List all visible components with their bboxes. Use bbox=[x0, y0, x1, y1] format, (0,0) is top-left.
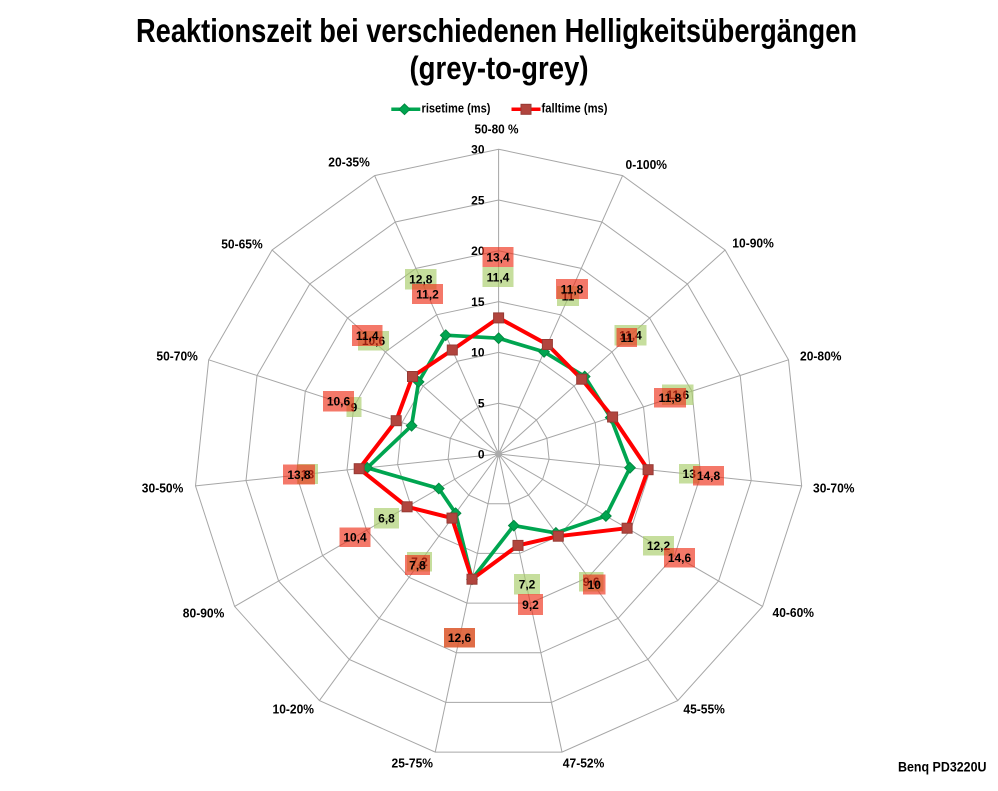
svg-text:10,4: 10,4 bbox=[343, 531, 367, 545]
svg-text:11: 11 bbox=[620, 331, 633, 345]
svg-text:80-90%: 80-90% bbox=[183, 606, 225, 621]
svg-text:10-90%: 10-90% bbox=[732, 235, 774, 250]
svg-text:45-55%: 45-55% bbox=[683, 702, 725, 717]
svg-text:10-20%: 10-20% bbox=[273, 702, 315, 717]
svg-text:6,8: 6,8 bbox=[378, 512, 395, 526]
svg-text:Reaktionszeit bei verschiedene: Reaktionszeit bei verschiedenen Helligke… bbox=[136, 12, 857, 49]
svg-text:10: 10 bbox=[588, 578, 602, 592]
svg-text:30-70%: 30-70% bbox=[813, 481, 855, 496]
svg-text:13,8: 13,8 bbox=[287, 468, 311, 482]
svg-text:15: 15 bbox=[471, 295, 485, 309]
svg-text:10: 10 bbox=[471, 346, 485, 360]
svg-text:9: 9 bbox=[351, 400, 358, 414]
svg-text:50-70%: 50-70% bbox=[156, 349, 198, 364]
svg-text:Benq PD3220U: Benq PD3220U bbox=[898, 760, 987, 775]
svg-text:14,6: 14,6 bbox=[668, 551, 692, 565]
svg-text:47-52%: 47-52% bbox=[563, 756, 605, 771]
svg-text:25-75%: 25-75% bbox=[392, 756, 434, 771]
svg-text:40-60%: 40-60% bbox=[773, 605, 815, 620]
svg-text:20-35%: 20-35% bbox=[328, 155, 370, 170]
svg-text:50-80 %: 50-80 % bbox=[475, 122, 519, 137]
svg-text:12,8: 12,8 bbox=[409, 273, 433, 287]
svg-text:20: 20 bbox=[471, 244, 485, 258]
svg-text:11,4: 11,4 bbox=[356, 329, 379, 343]
svg-text:11,8: 11,8 bbox=[561, 282, 584, 296]
svg-text:(grey-to-grey): (grey-to-grey) bbox=[410, 50, 589, 86]
svg-text:11,8: 11,8 bbox=[659, 391, 682, 405]
svg-text:30-50%: 30-50% bbox=[142, 481, 184, 496]
svg-text:13: 13 bbox=[683, 467, 697, 481]
svg-text:falltime (ms): falltime (ms) bbox=[542, 102, 608, 116]
svg-text:11,4: 11,4 bbox=[487, 270, 510, 284]
svg-text:5: 5 bbox=[478, 397, 485, 411]
svg-text:30: 30 bbox=[471, 143, 485, 157]
svg-text:20-80%: 20-80% bbox=[800, 349, 842, 364]
svg-text:12,6: 12,6 bbox=[448, 631, 472, 645]
svg-text:7,2: 7,2 bbox=[519, 578, 536, 592]
svg-text:25: 25 bbox=[471, 193, 485, 207]
svg-text:13,4: 13,4 bbox=[486, 250, 510, 264]
svg-text:7,8: 7,8 bbox=[409, 558, 426, 572]
svg-text:10,6: 10,6 bbox=[327, 395, 351, 409]
svg-text:9,2: 9,2 bbox=[522, 598, 539, 612]
svg-text:50-65%: 50-65% bbox=[221, 237, 263, 252]
svg-text:14,8: 14,8 bbox=[697, 469, 721, 483]
svg-text:0-100%: 0-100% bbox=[626, 157, 668, 172]
svg-text:risetime (ms): risetime (ms) bbox=[422, 102, 491, 116]
svg-text:11,2: 11,2 bbox=[416, 287, 439, 301]
svg-text:0: 0 bbox=[478, 447, 485, 461]
